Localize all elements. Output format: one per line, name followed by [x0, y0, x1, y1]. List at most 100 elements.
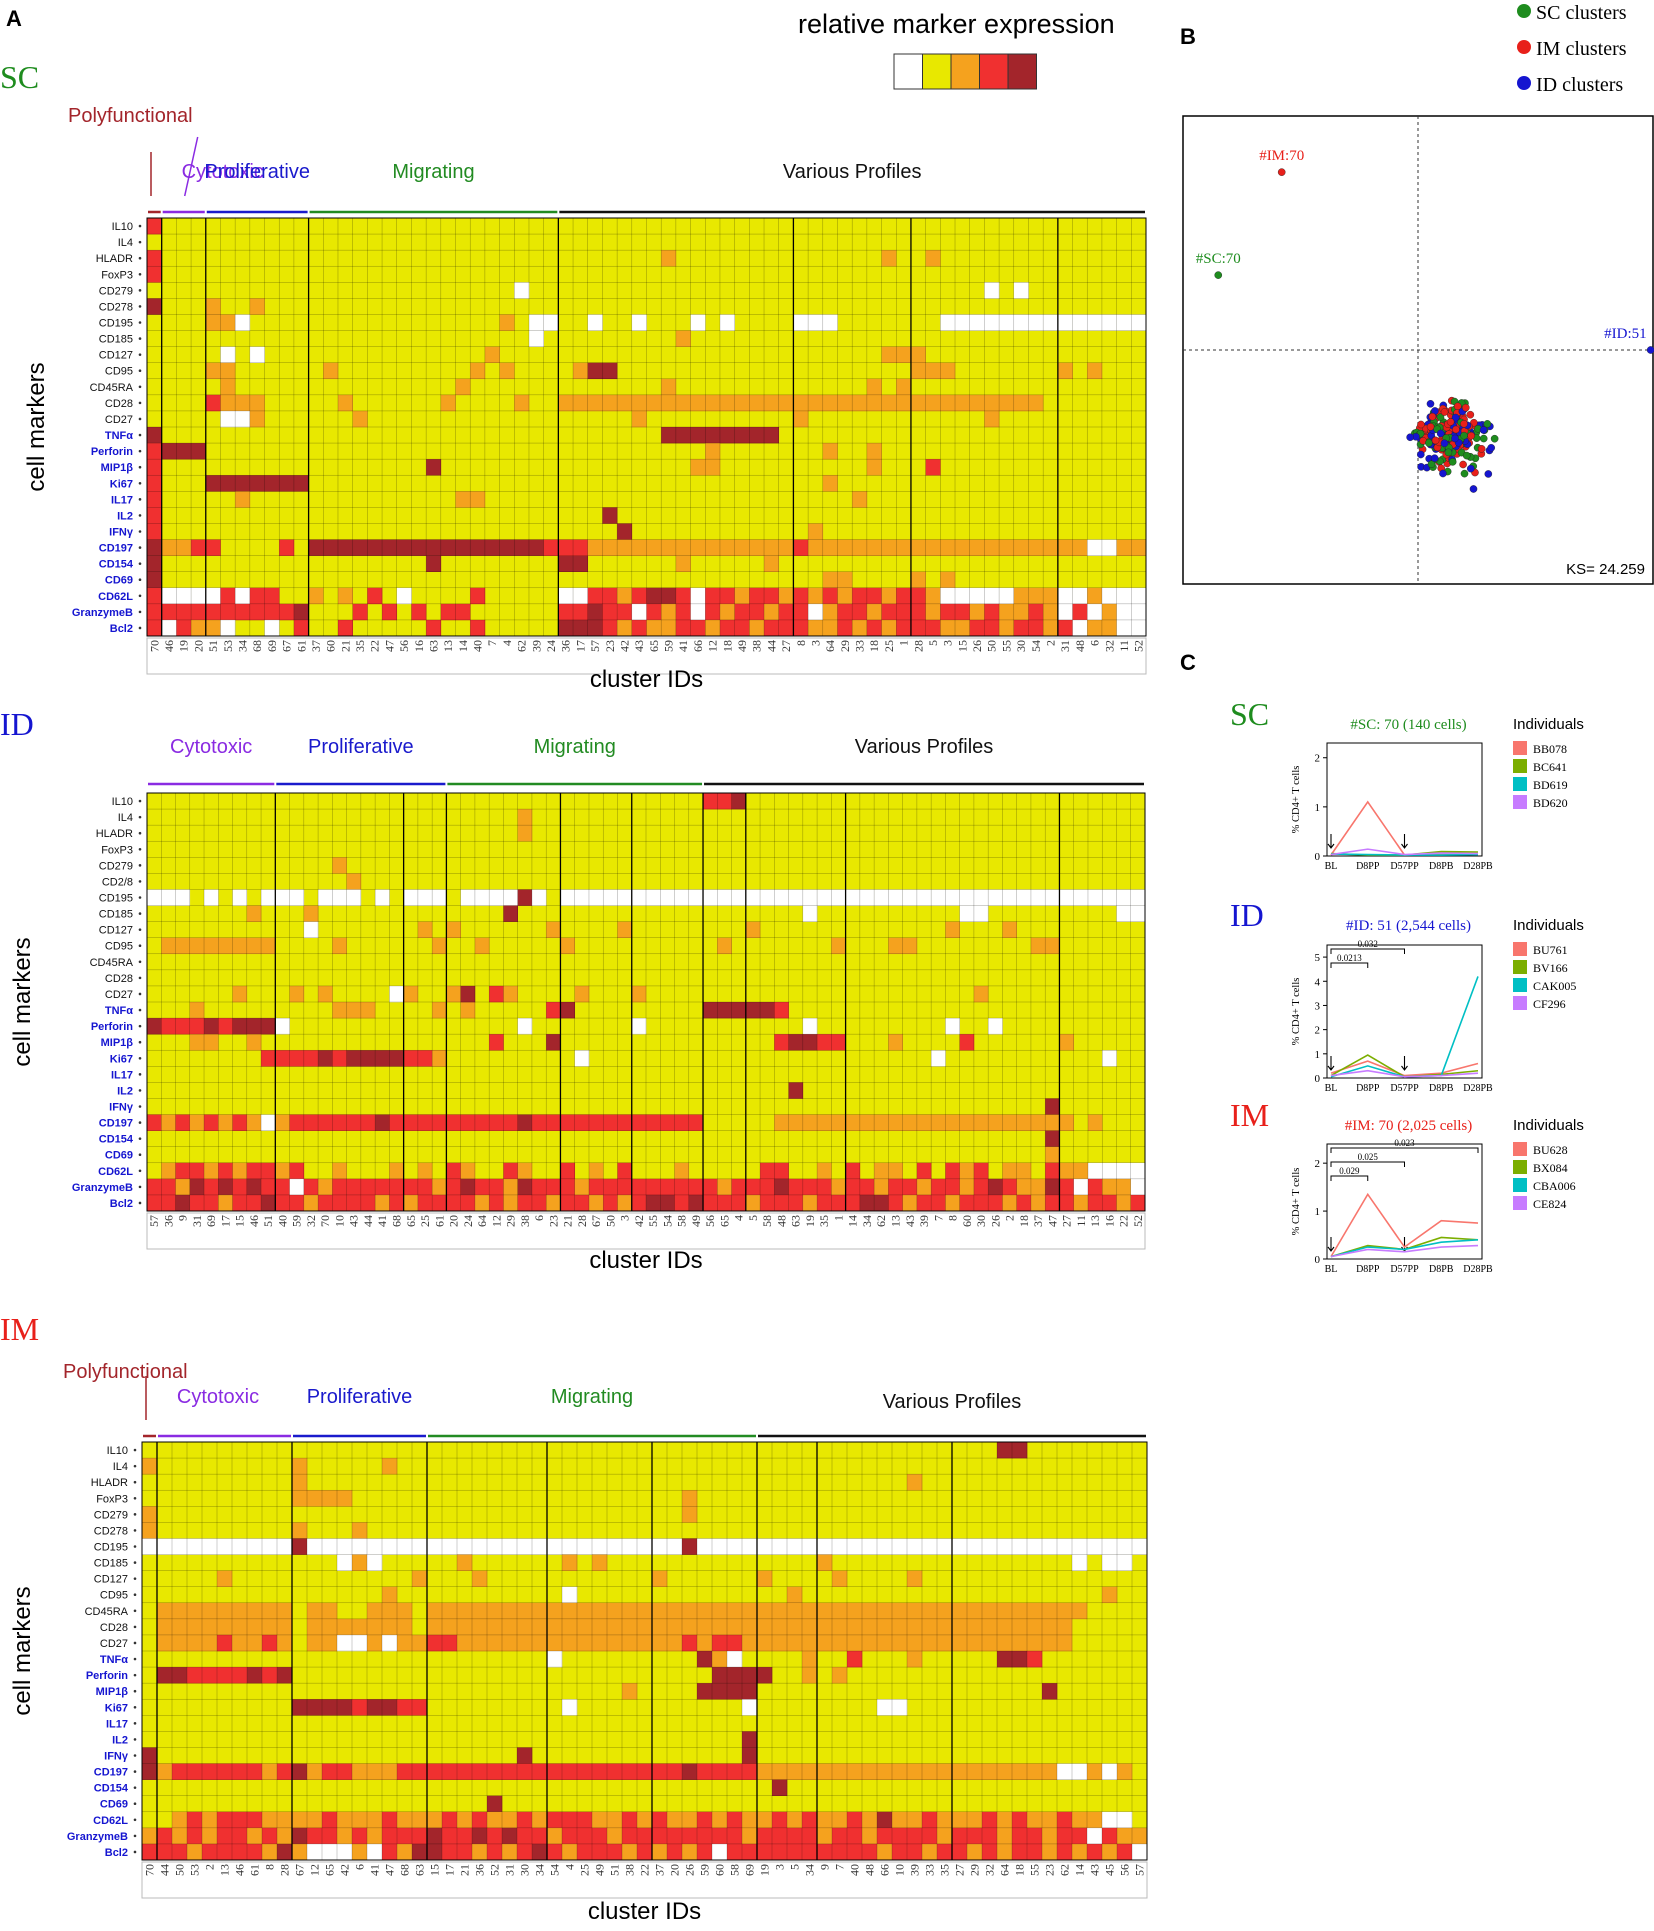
heatmap-cell	[176, 619, 192, 637]
heatmap-cell	[587, 539, 603, 556]
heatmap-frame	[141, 1441, 1148, 1861]
y-tick-label: 0	[1315, 851, 1321, 863]
heatmap-cell	[440, 603, 456, 621]
heatmap-cell	[925, 603, 941, 621]
heatmap-cell	[727, 1667, 743, 1684]
heatmap-cell	[874, 1114, 889, 1131]
heatmap-cell	[1028, 314, 1044, 331]
column-label: 25	[418, 1215, 432, 1227]
heatmap-cell	[888, 1194, 903, 1212]
column-label: 17	[443, 1864, 457, 1876]
scatter-point	[1477, 445, 1486, 453]
heatmap-cell	[1073, 1162, 1089, 1180]
heatmap-cell	[577, 1843, 593, 1861]
heatmap-cell	[688, 889, 704, 906]
heatmap-cell	[337, 539, 353, 556]
heatmap-cell	[352, 539, 368, 556]
heatmap-cell	[249, 475, 265, 492]
heatmap-cell	[907, 1538, 923, 1555]
column-label: 1	[831, 1215, 845, 1221]
heatmap-cell	[652, 1570, 668, 1587]
heatmap-cell	[446, 1178, 461, 1196]
heatmap-cell	[802, 905, 818, 922]
row-tick-dot	[138, 928, 142, 931]
heatmap-cell	[382, 1602, 398, 1620]
heatmap-cell	[147, 1194, 162, 1212]
heatmap-cell	[1042, 1827, 1058, 1845]
row-label: CD279	[94, 1509, 128, 1521]
heatmap-cell	[487, 1618, 503, 1636]
heatmap-cell	[352, 1538, 368, 1555]
column-label: 53	[188, 1864, 202, 1876]
series-line-cf296	[1330, 1069, 1479, 1078]
row-label: IL17	[111, 1069, 133, 1081]
heatmap-cell	[588, 1162, 604, 1180]
heatmap-cell	[246, 1162, 262, 1180]
heatmap-cell	[967, 1763, 983, 1780]
heatmap-cell	[562, 1763, 578, 1780]
heatmap-cell	[727, 1538, 743, 1555]
heatmap-cell	[1087, 1811, 1103, 1829]
heatmap-cell	[543, 314, 559, 331]
heatmap-cell	[1012, 1763, 1028, 1780]
heatmap-cell	[375, 889, 390, 906]
heatmap-cell	[832, 1667, 848, 1684]
heatmap-cell	[1016, 889, 1032, 906]
column-label: 14	[456, 640, 470, 652]
heatmap-cell	[822, 619, 838, 637]
column-label: 30	[518, 1864, 532, 1876]
column-label: 32	[983, 1864, 997, 1876]
heatmap-cell	[346, 873, 362, 890]
heatmap-cell	[727, 1763, 743, 1780]
heatmap-cell	[661, 427, 677, 444]
heatmap-cell	[937, 1811, 953, 1829]
row-tick-dot	[138, 944, 142, 948]
heatmap-cell	[489, 889, 504, 906]
heatmap-cell	[457, 1634, 473, 1652]
heatmap-cell	[845, 1162, 861, 1180]
heatmap-cell	[697, 1843, 713, 1861]
scatter-point	[1479, 434, 1488, 443]
heatmap-cell	[397, 1763, 413, 1780]
heatmap-cell	[261, 1194, 276, 1212]
vaccination-arrow	[1327, 1237, 1335, 1252]
series-line-ce824	[1330, 1244, 1479, 1258]
heatmap-cell	[760, 1002, 775, 1019]
row-label: Bcl2	[110, 623, 133, 635]
heatmap-cell	[417, 1050, 433, 1067]
heatmap-cell	[988, 889, 1003, 906]
heatmap-cell	[802, 1034, 818, 1051]
heatmap-cell	[517, 1843, 533, 1861]
heatmap-cell	[1072, 619, 1088, 637]
column-label: 17	[573, 640, 587, 652]
heatmap-cell	[1102, 889, 1117, 906]
heatmap-cell	[1027, 1811, 1043, 1829]
heatmap-cell	[902, 889, 918, 906]
heatmap-cell	[202, 1602, 218, 1620]
heatmap-cell	[588, 1194, 604, 1212]
heatmap-cell	[1030, 1194, 1046, 1212]
heatmap-cell	[460, 1178, 476, 1196]
heatmap-cell	[172, 1634, 188, 1652]
heatmap-cell	[922, 1827, 938, 1845]
column-label: 67	[293, 1864, 307, 1876]
heatmap-cell	[360, 1002, 376, 1019]
heatmap-cell	[757, 1602, 773, 1620]
heatmap-cell	[802, 1114, 818, 1131]
heatmap-cell	[142, 1458, 158, 1475]
heatmap-cell	[682, 1602, 698, 1620]
scatter-point	[1431, 436, 1440, 445]
heatmap-cell	[973, 1194, 989, 1212]
heatmap-cell	[389, 1050, 404, 1067]
heatmap-cell	[874, 1178, 889, 1196]
heatmap-cell	[622, 1843, 638, 1861]
column-label: 27	[779, 640, 793, 652]
heatmap-cell	[389, 1162, 404, 1180]
heatmap-cell	[637, 1763, 653, 1780]
column-label: 26	[683, 1864, 697, 1876]
heatmap-cell	[997, 1811, 1013, 1829]
heatmap-cell	[916, 1162, 932, 1180]
column-label: 27	[1060, 1215, 1074, 1227]
heatmap-cell	[573, 555, 589, 572]
row-tick-dot	[138, 369, 142, 373]
